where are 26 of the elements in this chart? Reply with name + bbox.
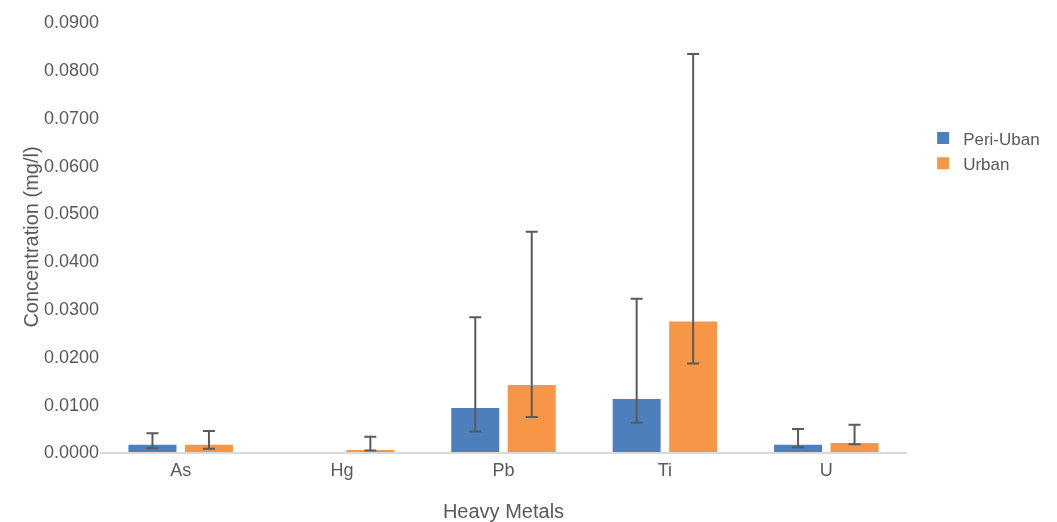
x-tick-label: Pb	[492, 459, 515, 480]
y-tick-label: 0.0000	[43, 442, 99, 463]
bar	[774, 444, 823, 452]
y-tick-label: 0.0800	[43, 60, 99, 81]
x-tick-label: Hg	[330, 459, 354, 480]
y-tick-label: 0.0900	[43, 12, 99, 33]
legend-label: Urban	[963, 154, 1010, 174]
y-tick-label: 0.0300	[43, 298, 99, 319]
y-tick-label: 0.0100	[43, 394, 99, 415]
x-tick-label: U	[819, 459, 833, 480]
bar	[451, 408, 500, 452]
x-tick-label: Ti	[657, 459, 673, 480]
y-axis-title: Concentration (mg/l)	[19, 146, 42, 328]
bar	[128, 444, 177, 452]
bar	[507, 385, 556, 452]
y-tick-label: 0.0400	[43, 251, 99, 272]
bar	[612, 398, 661, 452]
bar	[669, 321, 718, 452]
y-tick-label: 0.0700	[43, 107, 99, 128]
y-tick-label: 0.0500	[43, 203, 99, 224]
x-tick-label: As	[170, 459, 192, 480]
y-tick-label: 0.0600	[43, 155, 99, 176]
bar	[830, 442, 879, 452]
y-tick-label: 0.0200	[43, 346, 99, 367]
x-axis-title: Heavy Metals	[442, 500, 565, 522]
legend-label: Peri-Uban	[963, 129, 1040, 149]
